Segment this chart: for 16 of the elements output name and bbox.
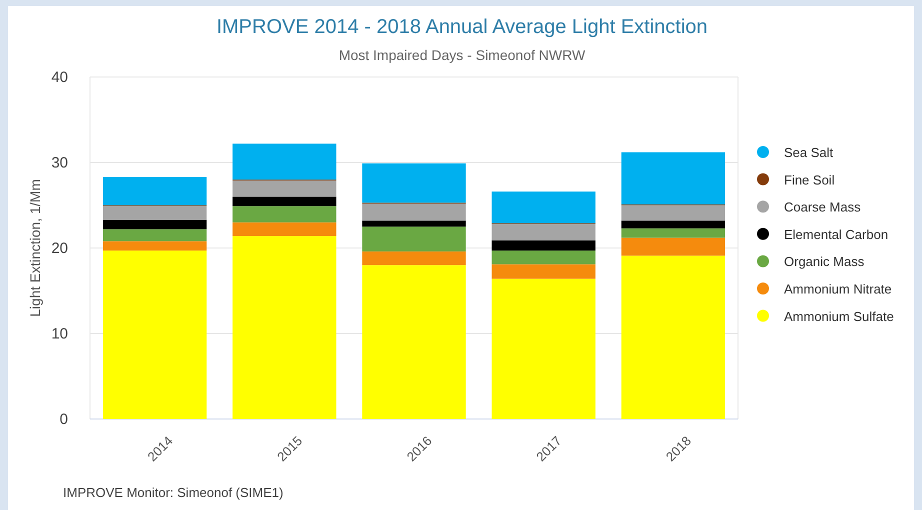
y-axis-title: Light Extinction, 1/Mm [27, 179, 43, 317]
legend-label: Ammonium Nitrate [784, 282, 892, 296]
y-tick-label: 20 [51, 240, 68, 257]
chart-title: IMPROVE 2014 - 2018 Annual Average Light Extinction [216, 16, 708, 38]
legend-label: Elemental Carbon [784, 226, 888, 242]
legend-label: Coarse Mass [784, 200, 862, 215]
text: IMPROVE Monitor: Simeonof (SIME1) [63, 485, 284, 500]
y-tick-label: 0 [60, 410, 68, 428]
y-tick-label: 40 [51, 68, 68, 86]
chart-subtitle: Most Impaired Days - Simeonof NWRW [338, 47, 586, 63]
legend-label: Sea Salt [784, 145, 834, 160]
legend-label: Fine Soil [784, 172, 835, 188]
y-tick-label: 10 [51, 325, 68, 342]
legend-label: Organic Mass [784, 254, 865, 270]
legend-label: Ammonium Sulfate [784, 308, 894, 324]
y-tick-label: 30 [51, 154, 68, 172]
